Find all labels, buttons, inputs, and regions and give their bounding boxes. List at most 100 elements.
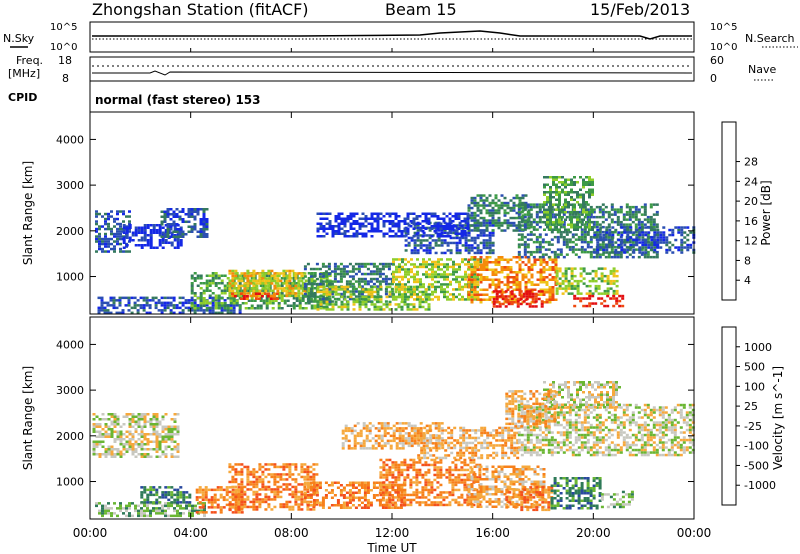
- heatmap-cell: [473, 256, 477, 259]
- heatmap-cell: [110, 514, 113, 518]
- heatmap-cell: [379, 300, 383, 304]
- heatmap-cell: [488, 234, 492, 237]
- heatmap-cell: [390, 282, 394, 286]
- heatmap-cell: [422, 249, 426, 252]
- heatmap-cell: [413, 265, 416, 269]
- heatmap-cell: [238, 311, 242, 315]
- heatmap-cell: [199, 228, 203, 231]
- heatmap-cell: [166, 228, 170, 231]
- heatmap-cell: [343, 298, 347, 301]
- heatmap-cell: [473, 283, 477, 286]
- heatmap-cell: [143, 455, 147, 458]
- heatmap-cell: [388, 222, 392, 225]
- heatmap-cell: [146, 413, 150, 416]
- heatmap-cell: [588, 213, 591, 216]
- heatmap-cell: [406, 232, 410, 235]
- heatmap-cell: [564, 203, 567, 206]
- heatmap-cell: [470, 298, 474, 301]
- heatmap-cell: [464, 234, 468, 237]
- heatmap-cell: [294, 287, 298, 290]
- heatmap-cell: [292, 294, 296, 297]
- heatmap-cell: [434, 239, 438, 242]
- heatmap-cell: [199, 297, 203, 300]
- heatmap-cell: [193, 225, 197, 228]
- heatmap-cell: [576, 193, 579, 196]
- heatmap-cell: [443, 229, 447, 232]
- heatmap-cell: [517, 205, 521, 209]
- heatmap-cell: [528, 290, 532, 293]
- heatmap-cell: [449, 251, 453, 255]
- heatmap-cell: [360, 280, 364, 283]
- heatmap-cell: [446, 258, 449, 261]
- heatmap-cell: [261, 287, 265, 290]
- heatmap-cell: [331, 303, 335, 306]
- heatmap-cell: [655, 225, 659, 229]
- heatmap-cell: [689, 246, 693, 249]
- heatmap-cell: [119, 242, 122, 246]
- heatmap-cell: [436, 217, 440, 220]
- heatmap-cell: [452, 229, 456, 232]
- heatmap-cell: [140, 501, 144, 504]
- heatmap-cell: [479, 281, 483, 284]
- heatmap-cell: [500, 224, 504, 227]
- heatmap-cell: [128, 443, 132, 446]
- heatmap-cell: [626, 231, 630, 234]
- heatmap-cell: [95, 453, 99, 456]
- heatmap-cell: [543, 211, 546, 214]
- heatmap-cell: [161, 509, 164, 513]
- heatmap-cell: [497, 261, 501, 264]
- heatmap-cell: [328, 274, 332, 277]
- heatmap-cell: [273, 279, 277, 283]
- heatmap-cell: [211, 272, 215, 275]
- heatmap-cell: [370, 293, 374, 296]
- heatmap-cell: [523, 205, 527, 209]
- heatmap-cell: [570, 218, 573, 221]
- heatmap-cell: [536, 271, 540, 274]
- heatmap-cell: [282, 269, 286, 273]
- heatmap-cell: [573, 216, 576, 219]
- heatmap-cell: [506, 278, 510, 281]
- heatmap-cell: [370, 212, 374, 215]
- heatmap-cell: [345, 287, 349, 291]
- heatmap-cell: [625, 250, 629, 254]
- heatmap-cell: [650, 236, 654, 239]
- heatmap-cell: [208, 294, 212, 297]
- heatmap-cell: [309, 267, 313, 271]
- heatmap-cell: [570, 223, 573, 226]
- heatmap-cell: [95, 240, 98, 243]
- heatmap-cell: [409, 288, 413, 291]
- heatmap-cell: [591, 277, 595, 280]
- heatmap-cell: [373, 290, 377, 294]
- heatmap-cell: [482, 276, 486, 279]
- heatmap-cell: [582, 297, 586, 300]
- heatmap-cell: [125, 443, 129, 446]
- heatmap-cell: [354, 280, 358, 283]
- heatmap-cell: [340, 305, 344, 309]
- y-tick-label: 4000: [56, 133, 84, 146]
- heatmap-cell: [140, 246, 144, 249]
- heatmap-cell: [506, 258, 510, 261]
- heatmap-cell: [413, 288, 416, 291]
- heatmap-cell: [604, 205, 608, 209]
- heatmap-cell: [440, 244, 444, 247]
- heatmap-cell: [662, 231, 666, 234]
- heatmap-cell: [467, 268, 470, 271]
- heatmap-cell: [571, 213, 575, 216]
- heatmap-cell: [116, 217, 119, 221]
- heatmap-cell: [164, 504, 167, 508]
- heatmap-cell: [539, 263, 543, 266]
- heatmap-cell: [275, 292, 279, 295]
- heatmap-cell: [529, 225, 533, 229]
- heatmap-cell: [92, 418, 96, 421]
- heatmap-cell: [631, 255, 635, 259]
- heatmap-cell: [330, 282, 334, 286]
- heatmap-cell: [149, 501, 153, 504]
- heatmap-cell: [199, 309, 203, 312]
- heatmap-cell: [92, 445, 96, 448]
- heatmap-cell: [425, 251, 429, 255]
- heatmap-cell: [495, 290, 499, 293]
- heatmap-cell: [246, 272, 250, 275]
- heatmap-cell: [370, 215, 374, 218]
- heatmap-cell: [158, 420, 162, 423]
